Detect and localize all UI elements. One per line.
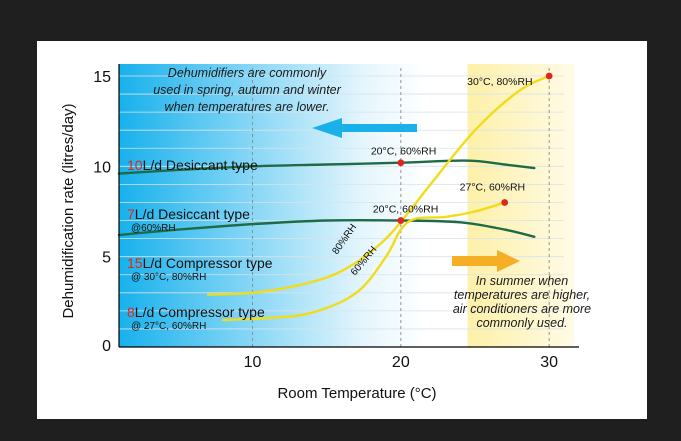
- x-tick-label: 20: [392, 354, 410, 371]
- data-point-label: 20°C, 60%RH: [373, 204, 438, 216]
- spring-annotation-line: Dehumidifiers are commonly: [168, 66, 327, 80]
- data-point: [397, 217, 405, 224]
- series-label-sub: @ 27°C, 60%RH: [131, 321, 206, 332]
- chart-card: 30°C, 80%RH 20°C, 60%RH 20°C, 60%RH 27°C, 6…: [37, 41, 647, 419]
- series-label-number: 15: [127, 255, 143, 271]
- series-label: 7L/d Desiccant type: [127, 206, 250, 222]
- x-tick-label: 10: [244, 354, 262, 371]
- data-point: [545, 72, 553, 80]
- y-tick-label: 15: [93, 69, 111, 86]
- series-label-name: L/d Compressor type: [143, 255, 273, 271]
- x-tick-label: 30: [540, 354, 558, 371]
- series-line-2: [206, 74, 551, 296]
- data-point-label: 30°C, 80%RH: [467, 76, 532, 88]
- series-label-name: L/d Desiccant type: [143, 157, 258, 173]
- spring-annotation-line: when temperatures are lower.: [165, 100, 330, 114]
- y-tick-label: 5: [102, 250, 111, 267]
- cool-season-region: [119, 64, 426, 347]
- spring-annotation-line: used in spring, autumn and winter: [153, 83, 341, 97]
- data-point-label: 20°C, 60%RH: [371, 146, 436, 158]
- summer-annotation-line: temperatures are higher,: [454, 288, 590, 302]
- data-point-label: 27°C, 60%RH: [460, 181, 525, 193]
- series-label-number: 7: [127, 206, 135, 222]
- series-line-0: [117, 159, 536, 175]
- series-line-1: [117, 218, 536, 238]
- left-arrow: [312, 118, 417, 138]
- summer-annotation-line: In summer when: [476, 274, 568, 288]
- data-point: [397, 159, 405, 167]
- summer-annotation-line: commonly used.: [476, 316, 567, 330]
- series-label-name: L/d Desiccant type: [135, 206, 250, 222]
- summer-annotation-line: air conditioners are more: [453, 302, 591, 316]
- series-label: 8L/d Compressor type: [127, 304, 265, 320]
- y-axis-label: Dehumidification rate (litres/day): [60, 103, 77, 318]
- warm-season-region: [467, 64, 574, 347]
- series-label: 15L/d Compressor type: [127, 255, 273, 271]
- series-label-sub: @60%RH: [131, 223, 176, 234]
- series-label: 10L/d Desiccant type: [127, 157, 258, 173]
- series-label-number: 8: [127, 304, 135, 320]
- data-point: [501, 199, 509, 206]
- series-line-3: [221, 201, 506, 322]
- series-label-sub: @ 30°C, 80%RH: [131, 272, 206, 283]
- x-axis-label: Room Temperature (°C): [277, 385, 436, 402]
- y-tick-label: 10: [93, 159, 111, 176]
- right-arrow: [452, 250, 520, 272]
- series-label-name: L/d Compressor type: [135, 304, 265, 320]
- series-label-number: 10: [127, 157, 143, 173]
- y-tick-label: 0: [102, 338, 111, 355]
- dehumidification-chart: 30°C, 80%RH 20°C, 60%RH 20°C, 60%RH 27°C, 6…: [60, 64, 591, 402]
